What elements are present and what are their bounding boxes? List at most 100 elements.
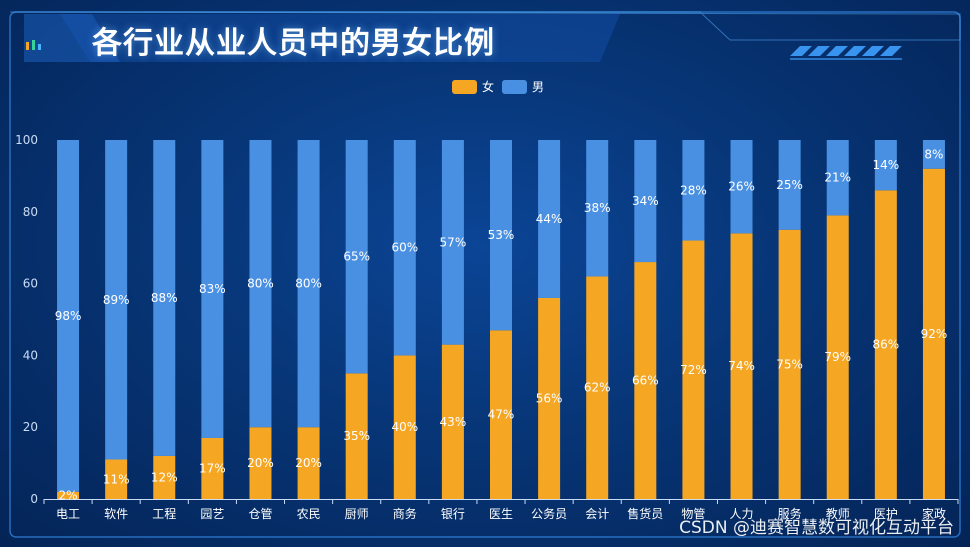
data-label-male: 80% — [247, 277, 274, 291]
bar-female — [586, 276, 609, 499]
x-tick-label: 电工 — [56, 507, 80, 521]
bar-female — [105, 459, 128, 499]
x-tick-label: 园艺 — [200, 507, 224, 521]
data-label-male: 28% — [680, 183, 707, 197]
data-label-female: 2% — [59, 488, 78, 502]
y-tick-label: 100 — [15, 133, 38, 147]
x-tick-label: 售货员 — [627, 506, 663, 521]
bar-female — [730, 233, 753, 499]
data-label-male: 25% — [776, 178, 803, 192]
bar-female — [490, 330, 512, 499]
data-label-female: 12% — [151, 470, 178, 484]
data-label-male: 80% — [295, 277, 322, 291]
data-label-male: 38% — [584, 201, 611, 215]
data-label-female: 75% — [776, 357, 803, 371]
bar-male — [105, 140, 128, 460]
x-tick-label: 工程 — [152, 506, 176, 521]
data-label-female: 35% — [343, 429, 370, 443]
x-tick-label: 医护 — [874, 507, 898, 521]
data-label-male: 65% — [343, 250, 370, 264]
bar-female — [922, 168, 945, 499]
data-label-female: 62% — [584, 381, 611, 395]
chart-legend: 女 男 — [452, 78, 544, 95]
bar-female — [682, 240, 705, 499]
bar-female — [201, 437, 224, 499]
bar-female — [634, 262, 657, 499]
x-tick-label: 教师 — [826, 506, 850, 521]
y-tick-label: 80 — [23, 205, 38, 219]
legend-swatch-female — [452, 79, 477, 94]
bar-female — [393, 355, 416, 499]
bar-male — [153, 140, 176, 456]
data-label-male: 53% — [488, 228, 515, 242]
bar-male — [586, 140, 609, 277]
bar-female — [249, 427, 272, 499]
data-label-female: 17% — [199, 461, 226, 475]
bar-female — [874, 190, 897, 499]
bar-male — [441, 140, 464, 345]
bar-female — [297, 427, 320, 499]
data-label-female: 66% — [632, 374, 659, 388]
bar-male — [297, 140, 320, 428]
data-label-male: 83% — [199, 282, 226, 296]
data-label-male: 8% — [924, 147, 943, 161]
bar-female — [57, 491, 80, 499]
bar-male — [682, 140, 705, 241]
bar-male — [201, 140, 224, 438]
bar-female — [345, 373, 368, 499]
bar-male — [730, 140, 753, 234]
bar-female — [778, 229, 801, 499]
bar-male — [249, 140, 272, 428]
x-tick-label: 物管 — [681, 506, 705, 521]
stripe-decoration — [790, 46, 902, 56]
x-tick-label: 医生 — [489, 507, 513, 521]
data-label-male: 60% — [391, 241, 418, 255]
bar-male — [57, 140, 80, 492]
bar-female — [441, 344, 464, 499]
data-label-female: 92% — [921, 327, 948, 341]
y-tick-label: 40 — [23, 348, 38, 362]
watermark: CSDN @迪赛智慧数可视化互动平台 — [679, 518, 954, 538]
bar-male — [490, 140, 512, 331]
bar-female — [826, 215, 849, 499]
data-label-female: 20% — [295, 456, 322, 470]
data-label-male: 57% — [440, 235, 467, 249]
y-tick-label: 0 — [30, 492, 38, 506]
x-tick-label: 会计 — [585, 507, 609, 521]
x-tick-label: 服务 — [778, 506, 802, 521]
data-label-female: 20% — [247, 456, 274, 470]
data-label-male: 98% — [55, 309, 82, 323]
data-label-female: 56% — [536, 391, 563, 405]
x-tick-label: 仓管 — [248, 506, 272, 521]
bar-female — [153, 455, 176, 499]
data-label-male: 26% — [728, 180, 755, 194]
x-tick-label: 厨师 — [345, 507, 369, 521]
bar-male — [345, 140, 368, 374]
legend-item-female[interactable]: 女 — [452, 78, 494, 95]
data-label-male: 88% — [151, 291, 178, 305]
x-tick-label: 商务 — [393, 506, 417, 521]
data-label-female: 72% — [680, 363, 707, 377]
legend-item-male[interactable]: 男 — [502, 78, 544, 95]
bar-male — [634, 140, 657, 263]
bar-male — [393, 140, 416, 356]
x-tick-label: 农民 — [297, 507, 321, 521]
bar-male — [538, 140, 561, 298]
data-label-female: 40% — [391, 420, 418, 434]
data-label-male: 34% — [632, 194, 659, 208]
bar-male — [922, 140, 945, 169]
y-tick-label: 60 — [23, 277, 38, 291]
page-title: 各行业从业人员中的男女比例 — [92, 26, 495, 61]
bar-male — [826, 140, 849, 216]
bar-male — [778, 140, 801, 230]
data-label-female: 79% — [824, 350, 851, 364]
data-label-male: 14% — [873, 158, 900, 172]
data-label-female: 86% — [873, 338, 900, 352]
legend-label-female: 女 — [482, 80, 495, 94]
data-label-female: 47% — [488, 408, 515, 422]
x-tick-label: 软件 — [104, 507, 128, 521]
bar-male — [874, 140, 897, 191]
